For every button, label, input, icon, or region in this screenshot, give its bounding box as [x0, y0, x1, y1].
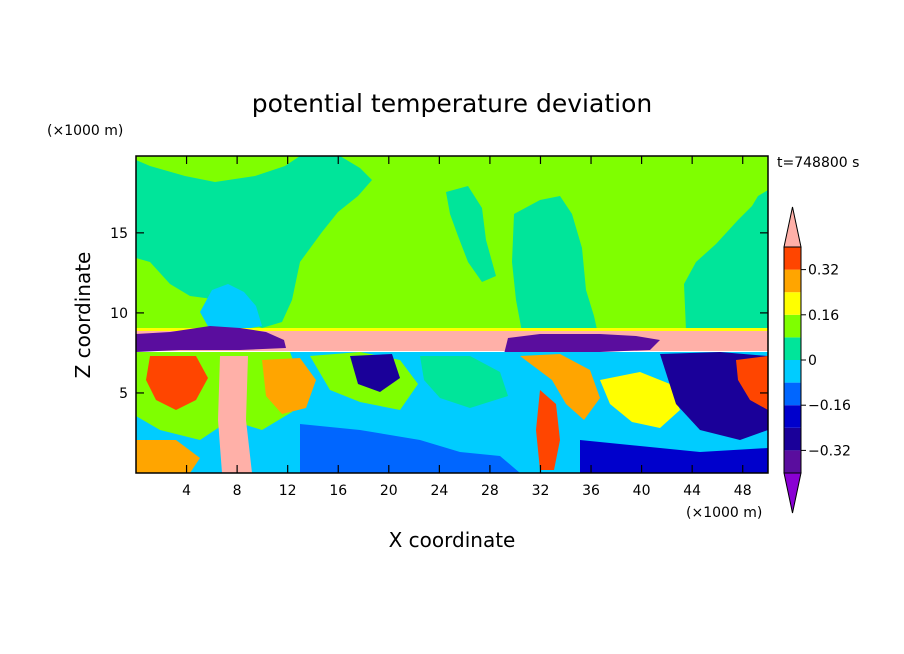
field-plume-3 — [512, 196, 598, 334]
field-red-swirl-2 — [736, 356, 768, 410]
field-purple-band-2 — [504, 334, 660, 354]
colorbar-segment — [784, 247, 801, 270]
colorbar-segment — [784, 450, 801, 473]
field-blue-base — [300, 424, 520, 473]
y-tick-label: 10 — [110, 306, 128, 322]
x-tick-label: 16 — [329, 483, 347, 499]
colorbar-tick-label: 0 — [808, 353, 817, 369]
field-red-plume — [536, 390, 560, 470]
colorbar-segment — [784, 382, 801, 406]
x-tick-label: 44 — [683, 483, 701, 499]
field-cyan-patch — [200, 284, 262, 330]
time-label: t=748800 s — [777, 155, 859, 171]
colorbar-tick-label: −0.16 — [808, 398, 851, 414]
field-orange-swirl-3 — [136, 440, 200, 473]
x-tick-label: 40 — [633, 483, 651, 499]
y-axis-label: Z coordinate — [71, 252, 95, 379]
x-tick-label: 24 — [430, 483, 448, 499]
colorbar-tick-label: 0.16 — [808, 308, 839, 324]
field-navy-swirl-1 — [350, 354, 400, 392]
colorbar-segment — [784, 405, 801, 428]
x-tick-label: 48 — [734, 483, 752, 499]
colorbar-extend-high — [783, 206, 802, 248]
field-orange-swirl-1 — [262, 358, 316, 414]
chart-title: potential temperature deviation — [252, 89, 652, 118]
field-plume-2 — [446, 186, 496, 282]
field-purple-band-1 — [136, 326, 286, 352]
colorbar-extend-low — [783, 472, 802, 514]
field-red-swirl-1 — [146, 356, 208, 410]
field-pink-plume — [218, 356, 252, 473]
field-blue-swirl — [580, 440, 768, 473]
colorbar: 0.32 0.16 0 −0.16 −0.32 — [783, 206, 851, 514]
colorbar-segment — [784, 337, 801, 360]
colorbar-segment — [784, 360, 801, 383]
field-yellow-line — [136, 328, 768, 332]
field-orange-swirl-2 — [520, 354, 600, 420]
colorbar-tick-label: 0.32 — [808, 263, 839, 279]
x-tick-label: 12 — [279, 483, 297, 499]
x-tick-label: 32 — [532, 483, 550, 499]
field-plume-1 — [136, 156, 372, 328]
y-tick-label: 15 — [110, 226, 128, 242]
plot-frame — [135, 155, 769, 474]
y-unit-label: (×1000 m) — [47, 123, 123, 139]
field-plot — [136, 156, 768, 473]
x-unit-label: (×1000 m) — [686, 505, 762, 521]
x-tick-label: 20 — [380, 483, 398, 499]
colorbar-segment — [784, 427, 801, 451]
x-tick-label: 36 — [582, 483, 600, 499]
colorbar-segment — [784, 292, 801, 315]
field-plume-4 — [684, 190, 768, 330]
x-axis-label: X coordinate — [389, 528, 516, 552]
colorbar-segment — [784, 314, 801, 338]
field-teal-swirl-1 — [420, 356, 508, 408]
x-tick-label: 28 — [481, 483, 499, 499]
x-tick-label: 8 — [233, 483, 242, 499]
y-tick-label: 5 — [119, 386, 128, 402]
field-patch-1 — [136, 156, 300, 182]
colorbar-tick-label: −0.32 — [808, 443, 851, 459]
colorbar-segment — [784, 269, 801, 293]
x-tick-label: 4 — [182, 483, 191, 499]
field-yellow-swirl — [600, 372, 680, 428]
